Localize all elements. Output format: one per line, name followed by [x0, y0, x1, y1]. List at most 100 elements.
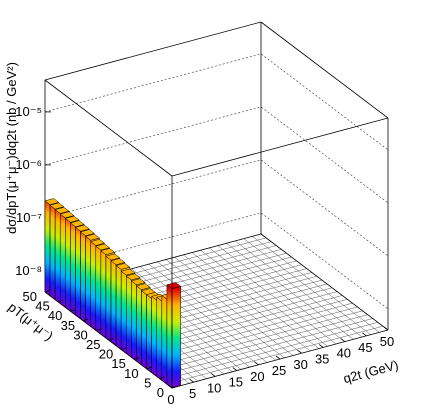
x-tick	[121, 347, 127, 350]
y-tick	[210, 373, 216, 377]
x-tick	[133, 357, 140, 360]
z-tick-label: 10⁻⁸	[15, 263, 42, 278]
grid-line	[44, 212, 389, 310]
floor-grid	[166, 325, 383, 385]
bar-top	[74, 224, 90, 232]
floor-grid	[217, 245, 345, 342]
bar-front	[90, 241, 97, 331]
y-tick	[167, 384, 173, 389]
bar-top	[59, 211, 75, 219]
y-tick	[189, 378, 194, 383]
x-tick	[57, 299, 63, 302]
bar-front	[126, 275, 132, 358]
bar-front	[44, 200, 51, 297]
y-tick	[297, 349, 302, 354]
bar-front	[166, 284, 173, 389]
bar-top	[90, 239, 105, 246]
z-axis-title: dσ/dpT(μ⁺μ⁻)dq2t (nb / GeV²)	[4, 62, 19, 234]
bar-front	[120, 270, 127, 354]
floor-grid	[191, 252, 320, 349]
bar-front	[100, 250, 107, 339]
y-tick	[275, 355, 281, 360]
bar-front	[151, 295, 158, 377]
bar-top	[130, 278, 146, 286]
bar-side	[171, 285, 181, 389]
bar-top	[85, 233, 100, 241]
floor-grid	[209, 247, 337, 345]
box-edge	[171, 117, 389, 177]
floor-grid	[139, 266, 268, 363]
floor-grid	[200, 250, 328, 347]
bar-front	[156, 296, 163, 381]
bar-front	[59, 213, 66, 308]
y-tick	[232, 367, 238, 371]
y-tick	[362, 332, 367, 337]
floor-grid	[161, 322, 378, 381]
z-tick-label: 10⁻⁵	[15, 104, 42, 119]
bar-top	[95, 243, 111, 251]
floor-grid	[131, 268, 259, 365]
x-tick	[146, 366, 152, 370]
bar-front	[136, 285, 142, 366]
bar-top	[80, 229, 95, 237]
y-tick	[254, 361, 259, 366]
bar-front	[141, 290, 147, 370]
y-tick-label: 50	[380, 334, 394, 349]
grid-line	[44, 159, 389, 257]
bar-top	[110, 258, 126, 266]
bar-front	[115, 265, 122, 351]
bar-front	[54, 209, 61, 305]
x-tick-label: 45	[35, 299, 49, 314]
bar-top	[100, 248, 116, 255]
bar-top	[120, 268, 136, 276]
floor-grid	[148, 263, 276, 361]
x-tick	[171, 386, 178, 389]
floor-grid	[252, 236, 380, 333]
bar-front	[131, 280, 137, 362]
x-tick-label: 25	[86, 337, 100, 352]
box-edge	[44, 21, 262, 81]
floor-grid	[151, 314, 368, 373]
x-tick	[82, 318, 89, 322]
y-tick-label: 15	[229, 375, 243, 390]
x-tick	[44, 290, 51, 293]
floor-grid	[226, 243, 354, 340]
bar-top	[64, 215, 80, 223]
bar-front	[105, 255, 112, 343]
y-tick-label: 25	[272, 363, 286, 378]
x-tick-label: 30	[73, 327, 87, 342]
floor-grid	[146, 310, 363, 370]
floor-grid	[183, 254, 311, 352]
floor-grid	[174, 257, 302, 354]
grid-line	[44, 106, 389, 204]
bar-front	[85, 235, 91, 328]
bar-top	[44, 198, 60, 205]
x-tick	[108, 338, 114, 341]
x-tick-label: 35	[61, 318, 75, 333]
bar-front	[65, 217, 71, 312]
bar-front	[80, 231, 86, 324]
y-tick-label: 0	[167, 392, 174, 407]
y-tick-label: 30	[293, 357, 307, 372]
bar-front	[95, 245, 102, 335]
x-tick	[95, 328, 101, 331]
x-tick-label: 40	[48, 308, 62, 323]
floor-grid	[243, 238, 371, 335]
bar-top	[125, 273, 141, 281]
y-tick-label: 20	[250, 369, 264, 384]
floor-grid	[156, 318, 373, 377]
x-tick-label: 15	[111, 356, 125, 371]
floor-grid	[234, 240, 363, 338]
bar-front	[110, 260, 117, 347]
y-tick-label: 10	[207, 380, 221, 395]
y-tick-label: 45	[358, 340, 372, 355]
bar-top	[135, 283, 151, 291]
bar-top	[69, 220, 85, 228]
x-tick-label: 50	[23, 289, 37, 304]
x-tick-label: 20	[99, 347, 113, 362]
x-tick-label: 10	[124, 366, 138, 381]
x-tick	[159, 376, 165, 379]
y-tick	[383, 326, 389, 331]
bar-top	[49, 202, 65, 210]
